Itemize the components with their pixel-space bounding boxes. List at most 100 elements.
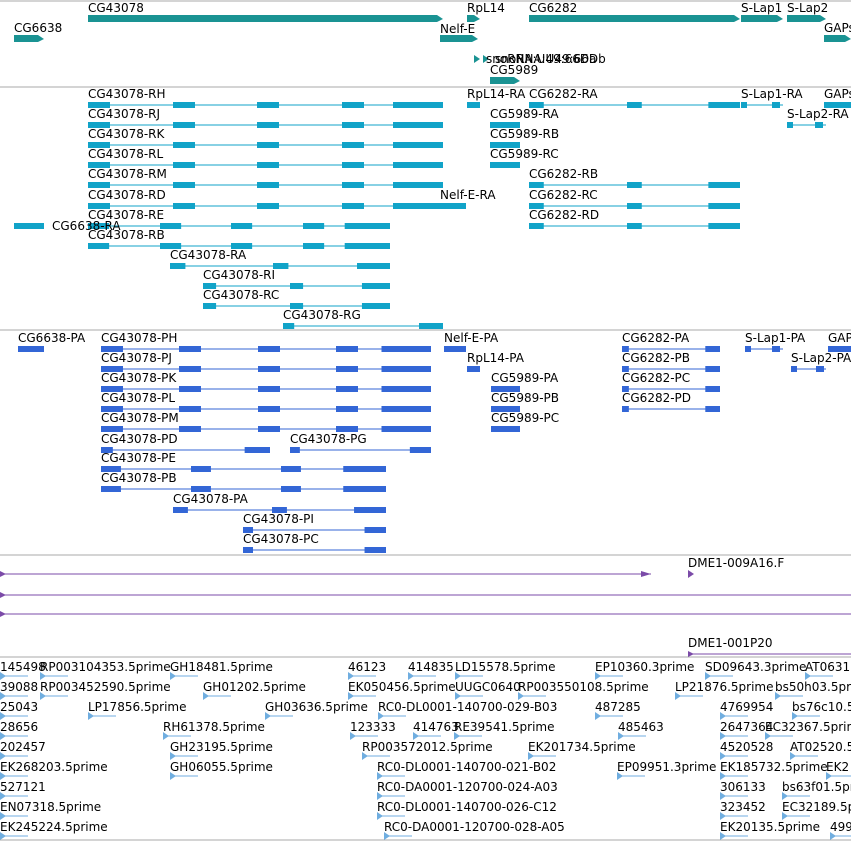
exon-block[interactable]: [14, 223, 44, 229]
feature-block[interactable]: [440, 35, 472, 42]
feature-cg43078-ph[interactable]: [101, 346, 431, 352]
est-feature[interactable]: [782, 812, 810, 820]
est-feature[interactable]: [720, 832, 748, 840]
exon-block[interactable]: [705, 366, 720, 372]
est-feature[interactable]: [377, 812, 405, 820]
est-feature[interactable]: [720, 812, 748, 820]
exon-block[interactable]: [419, 323, 443, 329]
exon-block[interactable]: [273, 263, 289, 269]
exon-block[interactable]: [272, 507, 287, 513]
exon-block[interactable]: [290, 283, 304, 289]
exon-block[interactable]: [179, 406, 201, 412]
feature-block[interactable]: [490, 77, 514, 84]
exon-block[interactable]: [160, 243, 182, 249]
feature-cg43078-pk[interactable]: [101, 386, 431, 392]
exon-block[interactable]: [336, 366, 358, 372]
exon-block[interactable]: [342, 203, 364, 209]
exon-block[interactable]: [258, 426, 280, 432]
exon-block[interactable]: [828, 346, 851, 352]
feature-block[interactable]: [529, 15, 734, 22]
est-feature[interactable]: [265, 712, 293, 720]
exon-block[interactable]: [444, 346, 466, 352]
exon-block[interactable]: [705, 406, 720, 412]
exon-block[interactable]: [244, 447, 270, 453]
exon-block[interactable]: [258, 366, 280, 372]
exon-block[interactable]: [257, 162, 279, 168]
exon-block[interactable]: [393, 142, 443, 148]
feature-cg43078-rl[interactable]: [88, 162, 443, 168]
feature-unlabeled[interactable]: [0, 611, 851, 617]
feature-cg6282-rb[interactable]: [529, 182, 740, 188]
exon-block[interactable]: [381, 406, 432, 412]
feature-cg43078-rg[interactable]: [283, 323, 443, 329]
est-feature[interactable]: [0, 692, 28, 700]
exon-block[interactable]: [101, 346, 123, 352]
exon-block[interactable]: [257, 122, 279, 128]
feature-nelf-e-ra[interactable]: [440, 203, 466, 209]
est-feature[interactable]: [720, 712, 748, 720]
feature-cg6282-pd[interactable]: [622, 406, 720, 412]
est-feature[interactable]: [170, 752, 198, 760]
exon-block[interactable]: [772, 346, 780, 352]
est-feature[interactable]: [790, 752, 818, 760]
exon-block[interactable]: [88, 223, 110, 229]
exon-block[interactable]: [361, 303, 390, 309]
feature-cg43078-rj[interactable]: [88, 122, 443, 128]
exon-block[interactable]: [708, 203, 740, 209]
exon-block[interactable]: [342, 142, 364, 148]
exon-block[interactable]: [88, 102, 110, 108]
exon-block[interactable]: [336, 346, 358, 352]
exon-block[interactable]: [173, 182, 195, 188]
exon-block[interactable]: [381, 426, 432, 432]
est-feature[interactable]: [40, 672, 68, 680]
exon-block[interactable]: [101, 406, 123, 412]
exon-block[interactable]: [491, 426, 520, 432]
exon-block[interactable]: [529, 203, 544, 209]
exon-block[interactable]: [170, 263, 186, 269]
exon-block[interactable]: [258, 386, 280, 392]
exon-block[interactable]: [529, 102, 544, 108]
exon-block[interactable]: [257, 102, 279, 108]
exon-block[interactable]: [88, 243, 110, 249]
exon-block[interactable]: [529, 223, 544, 229]
exon-block[interactable]: [231, 243, 253, 249]
exon-block[interactable]: [361, 283, 390, 289]
exon-block[interactable]: [257, 182, 279, 188]
feature-cg5989[interactable]: [490, 77, 520, 84]
exon-block[interactable]: [257, 203, 279, 209]
exon-block[interactable]: [381, 366, 432, 372]
feature-cg43078-pm[interactable]: [101, 426, 431, 432]
est-feature[interactable]: [617, 772, 645, 780]
feature-cg6282[interactable]: [529, 15, 740, 22]
feature-snorna:u49:66da[interactable]: [474, 55, 480, 63]
exon-block[interactable]: [191, 466, 211, 472]
exon-block[interactable]: [231, 223, 253, 229]
feature-nelf-e[interactable]: [440, 35, 478, 42]
feature-dme1-001p20[interactable]: [688, 651, 851, 657]
feature-block[interactable]: [787, 15, 820, 22]
feature-cg43078-pa[interactable]: [173, 507, 386, 513]
feature-cg43078-rb[interactable]: [88, 243, 390, 249]
feature-cg6638-pa[interactable]: [18, 346, 44, 352]
exon-block[interactable]: [342, 102, 364, 108]
feature-cg43078-pi[interactable]: [243, 527, 386, 533]
feature-cg43078-re[interactable]: [88, 223, 390, 229]
exon-block[interactable]: [173, 122, 195, 128]
feature-block[interactable]: [741, 15, 777, 22]
est-feature[interactable]: [0, 832, 28, 840]
exon-block[interactable]: [173, 203, 195, 209]
exon-block[interactable]: [708, 223, 740, 229]
exon-block[interactable]: [393, 122, 443, 128]
feature-gaps[interactable]: [824, 102, 851, 108]
feature-cg5989-pb[interactable]: [491, 406, 520, 412]
est-feature[interactable]: [518, 692, 546, 700]
feature-s-lap1-ra[interactable]: [741, 102, 783, 108]
exon-block[interactable]: [101, 366, 123, 372]
est-feature[interactable]: [618, 732, 646, 740]
est-feature[interactable]: [826, 772, 851, 780]
est-feature[interactable]: [455, 692, 483, 700]
exon-block[interactable]: [354, 507, 386, 513]
feature-cg43078-pb[interactable]: [101, 486, 386, 492]
feature-cg43078-ri[interactable]: [203, 283, 390, 289]
exon-block[interactable]: [173, 142, 195, 148]
